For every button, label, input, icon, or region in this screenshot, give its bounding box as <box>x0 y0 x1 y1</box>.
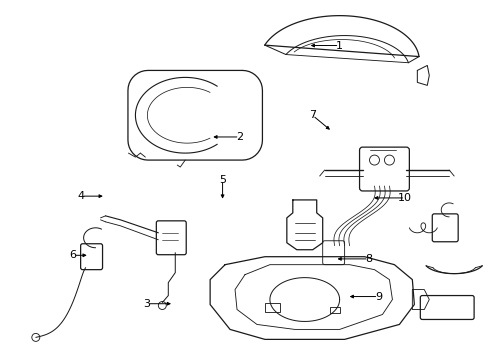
Text: 5: 5 <box>219 175 225 185</box>
Text: 10: 10 <box>397 193 411 203</box>
Text: 2: 2 <box>236 132 243 142</box>
Text: 8: 8 <box>365 254 371 264</box>
Text: 7: 7 <box>308 111 316 121</box>
Text: 9: 9 <box>374 292 381 302</box>
Text: 4: 4 <box>78 191 85 201</box>
Text: 3: 3 <box>143 299 150 309</box>
Bar <box>264 302 279 312</box>
Text: 6: 6 <box>69 250 77 260</box>
Text: 1: 1 <box>335 41 342 50</box>
Bar <box>329 306 339 314</box>
